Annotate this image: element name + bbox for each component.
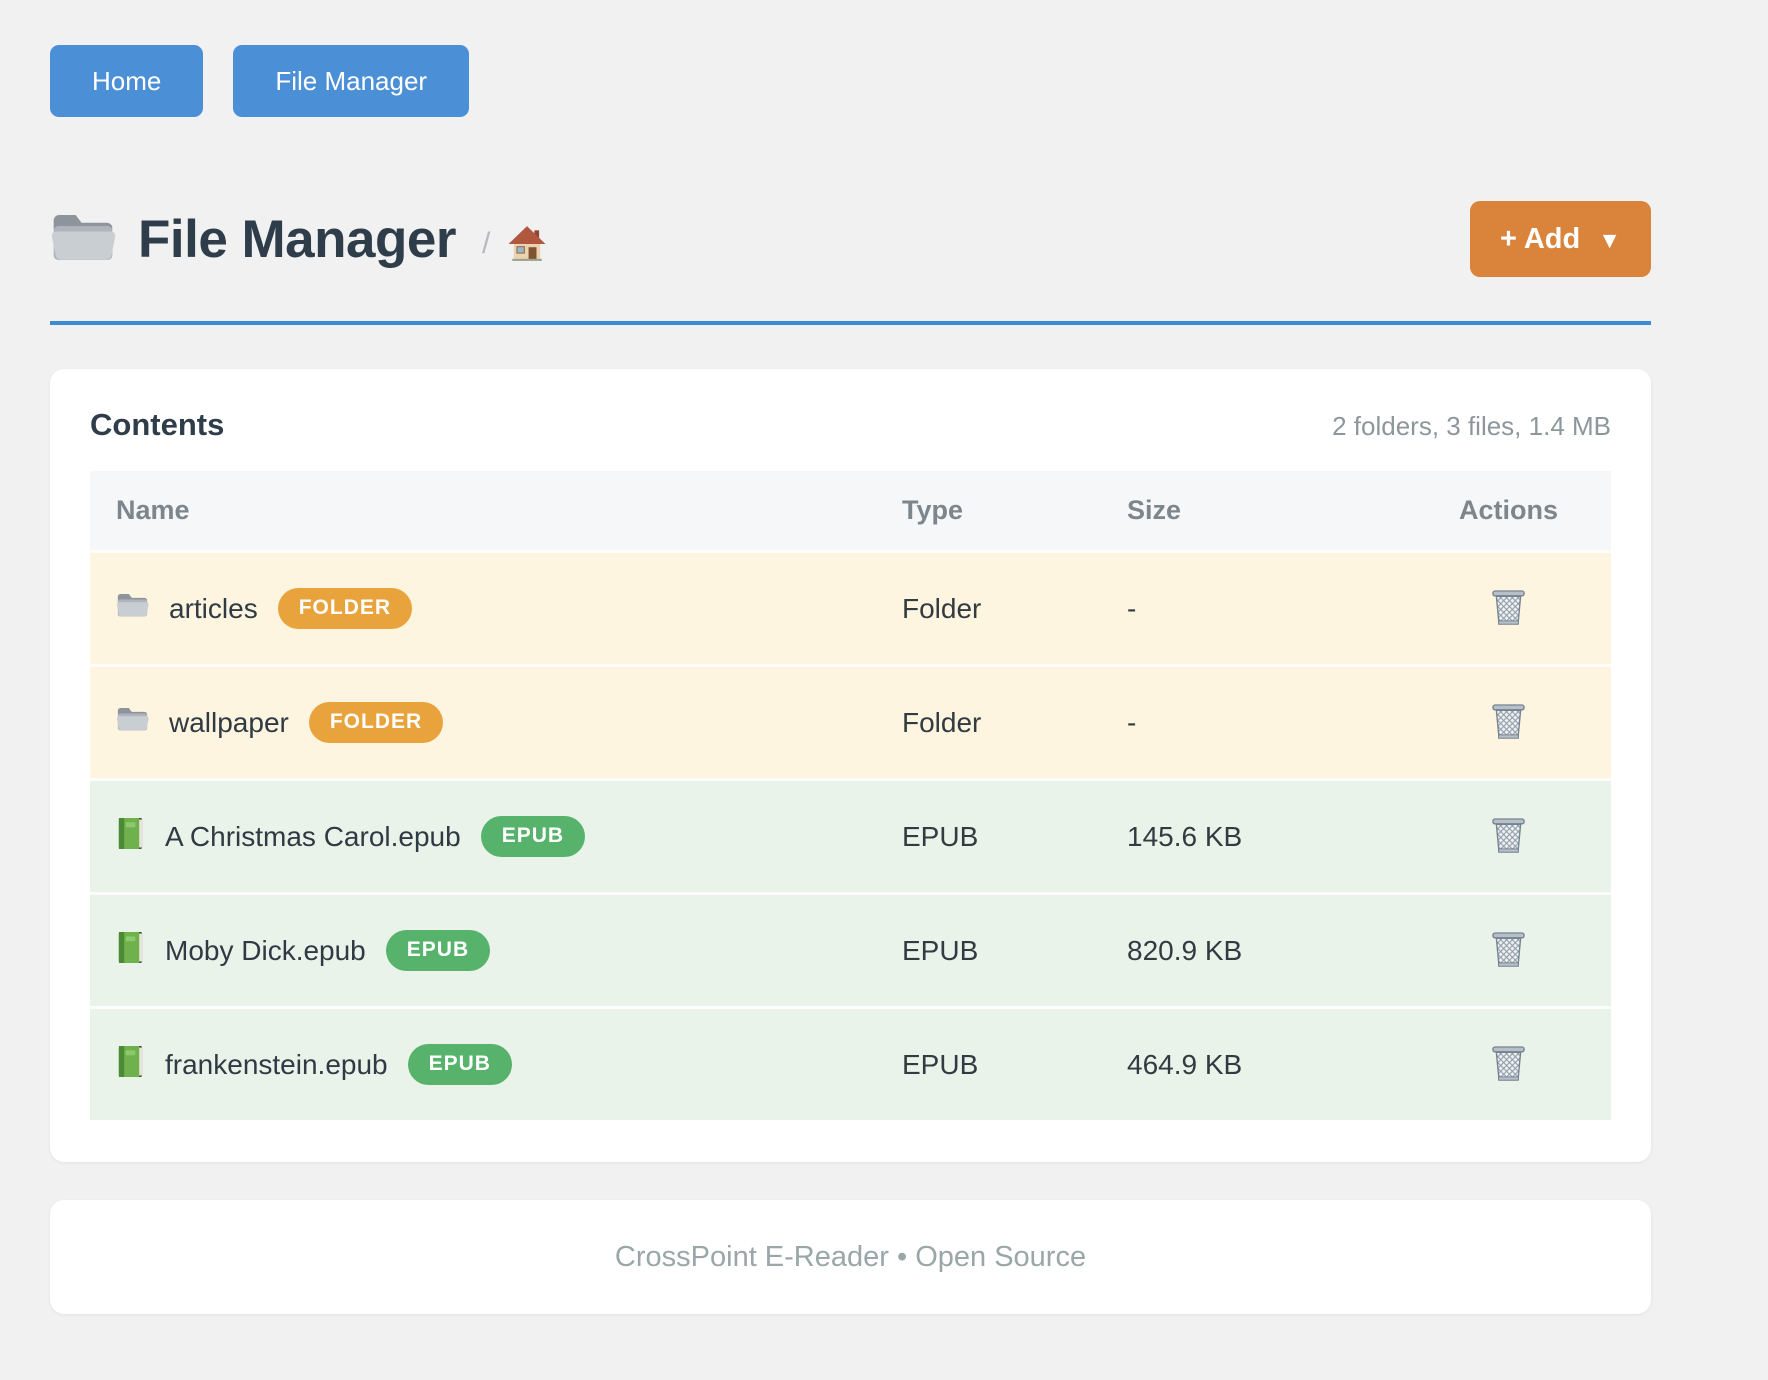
file-size: - — [1101, 664, 1406, 778]
file-name: wallpaper — [169, 706, 289, 738]
folder-icon — [116, 591, 149, 626]
file-size: 464.9 KB — [1101, 1006, 1406, 1120]
file-type: EPUB — [876, 892, 1101, 1006]
trash-icon — [1492, 589, 1525, 629]
trash-icon — [1492, 817, 1525, 857]
page-header: File Manager / + Add ▼ — [50, 201, 1651, 277]
column-header-type: Type — [876, 471, 1101, 550]
table-row[interactable]: frankenstein.epub EPUB EPUB 464.9 KB — [90, 1006, 1611, 1120]
page-title: File Manager — [138, 209, 456, 269]
folder-icon — [116, 705, 149, 740]
file-type: Folder — [876, 550, 1101, 664]
file-name: A Christmas Carol.epub — [165, 820, 461, 852]
page: Home File Manager File Manager / — [50, 0, 1651, 1314]
table-row[interactable]: A Christmas Carol.epub EPUB EPUB 145.6 K… — [90, 778, 1611, 892]
breadcrumb-separator: / — [481, 227, 491, 260]
title-divider — [50, 321, 1651, 325]
column-header-size: Size — [1101, 471, 1406, 550]
file-badge: EPUB — [480, 816, 586, 857]
file-size: - — [1101, 550, 1406, 664]
table-row[interactable]: articles FOLDER Folder - — [90, 550, 1611, 664]
contents-title: Contents — [90, 407, 225, 442]
file-type: EPUB — [876, 778, 1101, 892]
file-name: frankenstein.epub — [165, 1048, 388, 1080]
file-name: articles — [169, 592, 258, 624]
book-icon — [116, 931, 145, 971]
file-type: EPUB — [876, 1006, 1101, 1120]
add-button[interactable]: + Add ▼ — [1469, 201, 1651, 277]
trash-icon — [1492, 931, 1525, 971]
delete-button[interactable] — [1486, 927, 1531, 972]
delete-button[interactable] — [1486, 1041, 1531, 1086]
chevron-down-icon: ▼ — [1598, 227, 1621, 253]
table-row[interactable]: Moby Dick.epub EPUB EPUB 820.9 KB — [90, 892, 1611, 1006]
house-icon[interactable] — [508, 224, 546, 262]
contents-summary: 2 folders, 3 files, 1.4 MB — [1332, 411, 1611, 441]
file-table-body: articles FOLDER Folder - — [90, 550, 1611, 1120]
file-badge: FOLDER — [308, 702, 444, 743]
footer-text: CrossPoint E-Reader • Open Source — [614, 1240, 1087, 1273]
nav-home-button[interactable]: Home — [50, 45, 204, 117]
contents-card: Contents 2 folders, 3 files, 1.4 MB Name… — [50, 369, 1651, 1162]
book-icon — [116, 1045, 145, 1085]
delete-button[interactable] — [1486, 699, 1531, 744]
table-row[interactable]: wallpaper FOLDER Folder - — [90, 664, 1611, 778]
file-table: Name Type Size Actions — [90, 471, 1611, 1120]
add-button-label: + Add — [1499, 222, 1581, 255]
delete-button[interactable] — [1486, 585, 1531, 630]
breadcrumb: File Manager / — [50, 209, 1470, 270]
delete-button[interactable] — [1486, 813, 1531, 858]
file-badge: EPUB — [385, 930, 491, 971]
file-name: Moby Dick.epub — [165, 934, 366, 966]
file-badge: FOLDER — [277, 588, 413, 629]
folder-icon — [50, 209, 116, 270]
trash-icon — [1492, 1045, 1525, 1085]
trash-icon — [1492, 703, 1525, 743]
top-nav: Home File Manager — [50, 0, 1651, 117]
table-header-row: Name Type Size Actions — [90, 471, 1611, 550]
file-size: 145.6 KB — [1101, 778, 1406, 892]
column-header-actions: Actions — [1406, 471, 1611, 550]
file-badge: EPUB — [407, 1044, 512, 1085]
nav-file-manager-button[interactable]: File Manager — [233, 45, 470, 117]
column-header-name: Name — [90, 471, 876, 550]
footer: CrossPoint E-Reader • Open Source — [50, 1200, 1651, 1314]
book-icon — [116, 817, 145, 857]
file-type: Folder — [876, 664, 1101, 778]
file-size: 820.9 KB — [1101, 892, 1406, 1006]
